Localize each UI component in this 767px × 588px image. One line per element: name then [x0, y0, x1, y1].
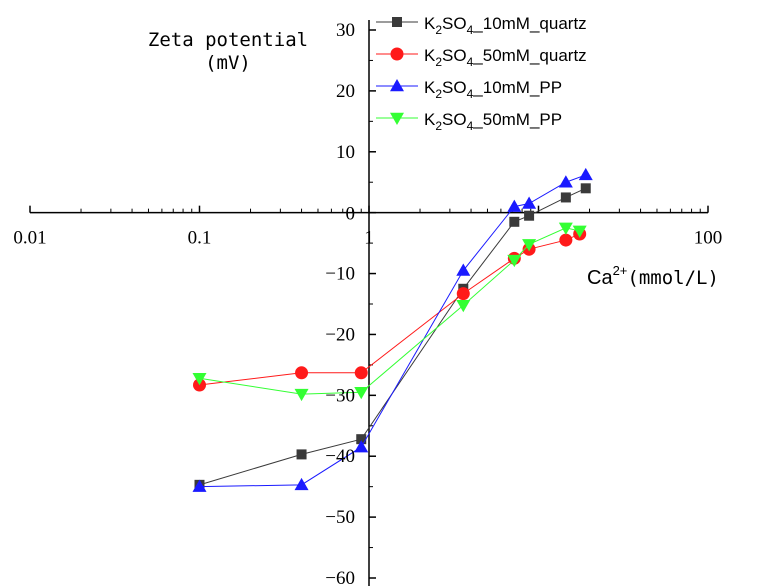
x-axis-title: Ca2+(mmol/L): [587, 263, 719, 289]
legend: K2SO4_10mM_quartz K2SO4_50mM_quartz K2SO4_…: [376, 14, 587, 133]
legend-label: K2SO4_10mM_quartz: [424, 14, 587, 37]
y-axis-title: (mV): [205, 52, 251, 74]
series-line: [199, 187, 586, 486]
data-point: [522, 239, 537, 252]
y-tick-label: 20: [336, 81, 355, 102]
legend-entry: K2SO4_10mM_PP: [376, 78, 562, 101]
legend-marker: [390, 47, 404, 61]
legend-label: K2SO4_10mM_PP: [424, 78, 562, 101]
x-tick-label: 0.01: [13, 228, 46, 249]
y-tick-label: 10: [336, 142, 355, 163]
series-3: [192, 167, 593, 492]
y-tick-label: 0: [346, 204, 356, 225]
legend-entry: K2SO4_50mM_PP: [376, 110, 562, 133]
y-tick-label: −30: [325, 385, 355, 406]
y-axis-title: Zeta potential: [148, 29, 308, 51]
data-point: [509, 216, 520, 227]
data-point: [580, 183, 591, 194]
data-point: [294, 388, 309, 402]
data-point: [295, 366, 309, 380]
data-point: [560, 192, 571, 203]
data-point: [456, 263, 471, 276]
y-tick-label: −10: [325, 264, 355, 285]
x-tick-label: 1: [364, 228, 374, 249]
data-point: [354, 440, 369, 453]
series-line: [199, 227, 580, 395]
data-point: [294, 477, 309, 491]
y-tick-label: −40: [325, 446, 355, 467]
series-1: [194, 183, 591, 490]
x-tick-label: 0.1: [188, 228, 212, 249]
legend-marker: [390, 79, 404, 92]
axes: [29, 20, 709, 586]
series-4: [192, 222, 587, 402]
data-point: [354, 387, 369, 400]
data-point: [192, 373, 207, 386]
data-point: [578, 167, 593, 181]
legend-label: K2SO4_50mM_PP: [424, 110, 562, 133]
data-point: [507, 199, 522, 212]
data-point: [524, 210, 535, 221]
data-point: [296, 449, 307, 460]
legend-marker: [392, 17, 402, 27]
data-point: [522, 196, 537, 209]
data-point: [354, 366, 368, 380]
axis-labels: 0.01 0.1 1 1003020100−10−20−30−40−50−60Zeta…: [13, 20, 722, 588]
data-point: [559, 233, 573, 247]
legend-entry: K2SO4_50mM_quartz: [376, 46, 587, 69]
data-point: [456, 287, 470, 301]
series-line: [199, 233, 580, 386]
legend-marker: [390, 112, 404, 125]
series-layer: [192, 167, 593, 492]
data-point: [192, 479, 207, 492]
legend-entry: K2SO4_10mM_quartz: [376, 14, 587, 37]
series-2: [193, 227, 587, 392]
data-point: [572, 225, 587, 238]
legend-label: K2SO4_50mM_quartz: [424, 46, 587, 69]
x-tick-label: 100: [694, 228, 723, 249]
y-tick-label: −60: [325, 568, 355, 588]
data-point: [507, 254, 522, 268]
y-tick-label: 30: [336, 20, 355, 41]
y-tick-label: −20: [325, 324, 355, 345]
data-point: [558, 222, 573, 235]
data-point: [356, 434, 367, 445]
series-line: [199, 174, 586, 488]
data-point: [456, 299, 471, 313]
y-tick-label: −50: [325, 507, 355, 528]
data-point: [558, 175, 573, 188]
